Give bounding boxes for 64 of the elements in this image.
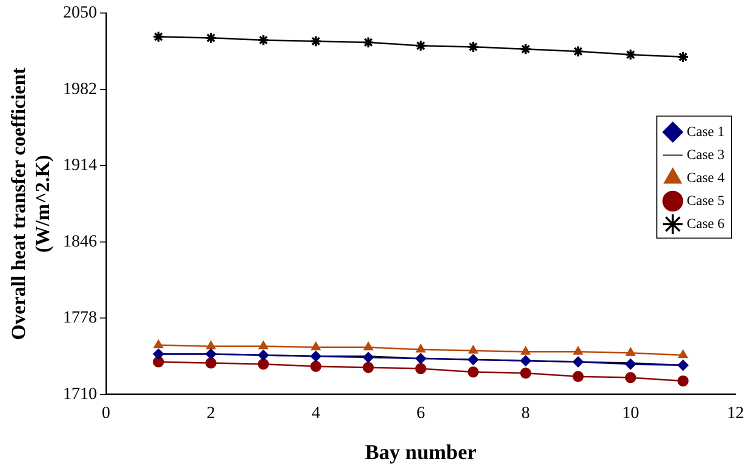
y-tick-label: 1778	[63, 308, 97, 327]
point	[310, 35, 322, 48]
y-tick-label: 1914	[63, 155, 98, 174]
point	[678, 375, 689, 386]
point	[677, 50, 690, 63]
point	[152, 30, 164, 43]
point	[573, 346, 583, 355]
point	[258, 340, 268, 350]
point	[258, 358, 269, 370]
point	[258, 350, 269, 361]
point	[416, 344, 426, 353]
x-tick-label: 10	[622, 403, 640, 422]
point	[154, 340, 164, 348]
point	[206, 340, 216, 350]
y-tick-label: 1846	[63, 231, 97, 250]
x-tick-label: 8	[521, 403, 530, 422]
point	[678, 350, 688, 358]
legend-label: Case 6	[686, 216, 725, 232]
point	[626, 347, 636, 356]
point	[362, 36, 374, 48]
point	[625, 358, 636, 370]
point	[415, 353, 426, 364]
legend-label: Case 4	[686, 170, 725, 186]
point	[310, 350, 322, 362]
point	[467, 40, 480, 53]
point	[468, 354, 479, 366]
y-tick-label: 2050	[63, 2, 97, 22]
point	[363, 342, 374, 350]
point	[468, 366, 479, 378]
point	[468, 345, 478, 354]
point	[520, 346, 530, 355]
point	[624, 48, 637, 61]
y-tick-label: 1982	[63, 78, 97, 98]
point	[362, 352, 374, 363]
legend-label: Case 5	[686, 194, 725, 209]
point	[311, 342, 321, 350]
point	[520, 355, 532, 366]
point	[204, 32, 217, 44]
point	[625, 372, 636, 384]
point	[520, 368, 532, 379]
point	[152, 356, 164, 368]
point	[257, 34, 270, 46]
point	[205, 358, 216, 369]
x-axis-title: Bay number	[365, 440, 476, 464]
point	[152, 348, 164, 360]
x-tick-label: 4	[312, 403, 321, 422]
point	[362, 362, 374, 373]
x-tick-label: 6	[416, 403, 425, 422]
x-tick-label: 0	[102, 403, 110, 422]
point	[310, 360, 322, 372]
point	[572, 356, 584, 368]
point	[414, 40, 427, 52]
x-tick-label: 12	[727, 403, 744, 422]
point	[520, 43, 532, 56]
point	[415, 363, 426, 374]
x-tick-label: 2	[206, 403, 216, 422]
point	[572, 370, 584, 382]
point	[205, 348, 216, 360]
legend-label: Case 3	[686, 148, 725, 163]
legend-label: Case 1	[686, 124, 725, 140]
y-tick-label: 1710	[63, 384, 97, 403]
y-axis-title: Overall heat transfer coefficient (W/m^2.K)	[8, 67, 54, 340]
point	[678, 360, 689, 371]
point	[572, 45, 584, 58]
